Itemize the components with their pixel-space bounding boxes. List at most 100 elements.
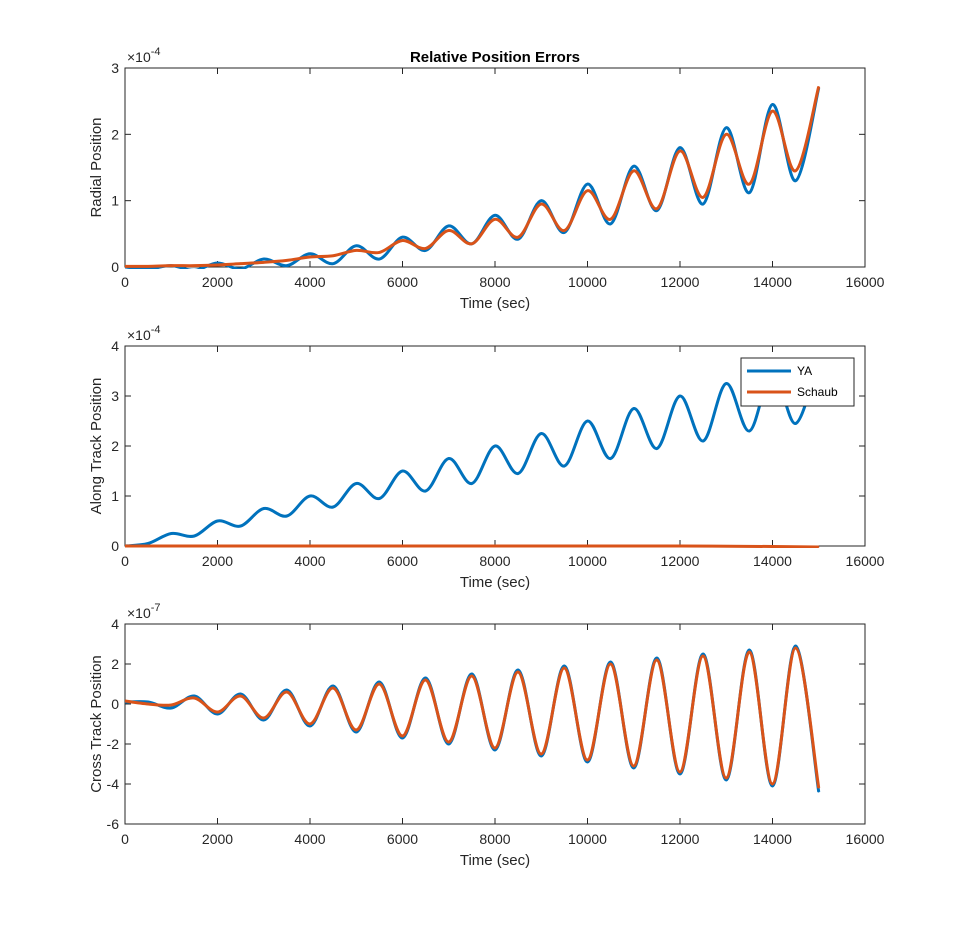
y-tick-label: 0 <box>111 538 119 554</box>
y-axis-label: Cross Track Position <box>88 655 105 793</box>
data-point <box>216 262 219 264</box>
subplot-3: 0 2000 4000 6000 8000 10000 12000 14000 16000 -6 -… <box>88 602 885 869</box>
data-point <box>401 737 404 739</box>
data-point <box>286 689 288 691</box>
data-point <box>679 545 681 547</box>
data-point <box>679 395 681 397</box>
x-tick-label: 10000 <box>568 274 607 290</box>
data-point <box>679 773 681 775</box>
data-point <box>170 704 172 706</box>
y-exponent-base: ×10 <box>127 605 151 621</box>
data-point <box>448 457 450 460</box>
y-tick-label: 1 <box>111 193 119 209</box>
y-exponent-base: ×10 <box>127 327 151 343</box>
x-tick-label: 14000 <box>753 553 792 569</box>
data-point <box>633 165 635 167</box>
x-tick-label: 16000 <box>846 274 885 290</box>
data-point <box>656 657 658 659</box>
data-point <box>586 420 589 422</box>
data-point <box>355 245 357 247</box>
data-point <box>748 651 750 653</box>
data-point <box>771 545 774 548</box>
data-point <box>286 515 288 517</box>
data-point <box>355 729 357 731</box>
data-point <box>679 147 681 149</box>
data-point <box>494 747 496 749</box>
data-point <box>795 180 797 182</box>
data-point <box>263 261 265 263</box>
data-point <box>771 785 774 787</box>
x-tick-label: 2000 <box>202 553 233 569</box>
data-point <box>309 253 311 255</box>
data-point <box>286 259 288 261</box>
x-tick-label: 16000 <box>846 831 885 847</box>
y-tick-label: 3 <box>111 388 119 404</box>
data-point <box>563 665 565 667</box>
data-point <box>309 725 311 727</box>
y-exponent-power: -4 <box>151 324 161 336</box>
x-tick-label: 0 <box>121 274 129 290</box>
data-point <box>378 681 380 683</box>
data-point <box>240 268 242 269</box>
data-point <box>125 545 126 547</box>
data-point <box>494 445 496 447</box>
data-point <box>309 545 311 547</box>
x-tick-label: 6000 <box>387 274 418 290</box>
data-point <box>332 685 334 687</box>
data-point <box>216 264 219 266</box>
data-point <box>355 731 357 733</box>
data-point <box>748 192 750 194</box>
data-point <box>517 669 519 671</box>
data-point <box>818 85 820 88</box>
x-tick-label: 4000 <box>294 553 325 569</box>
data-point <box>263 258 265 260</box>
legend-label-schaub: Schaub <box>797 385 838 399</box>
data-point <box>425 490 427 492</box>
data-point <box>309 256 311 258</box>
data-point <box>494 218 496 220</box>
data-point <box>633 767 635 769</box>
data-point <box>216 711 219 713</box>
data-point <box>147 265 149 267</box>
y-tick-label: 4 <box>111 338 119 354</box>
x-tick-label: 12000 <box>661 553 700 569</box>
x-tick-label: 8000 <box>479 553 510 569</box>
data-point <box>332 687 334 689</box>
x-tick-label: 12000 <box>661 831 700 847</box>
y-tick-label: 0 <box>111 259 119 275</box>
data-point <box>378 258 380 260</box>
data-point <box>401 735 404 737</box>
data-point <box>401 545 404 547</box>
y-tick-label: 2 <box>111 126 119 142</box>
data-point <box>471 673 473 675</box>
data-point <box>240 693 242 695</box>
data-point <box>263 719 265 721</box>
data-point <box>748 183 750 185</box>
legend-label-ya: YA <box>797 364 812 378</box>
x-tick-label: 10000 <box>568 553 607 569</box>
x-tick-label: 2000 <box>202 831 233 847</box>
data-point <box>240 263 242 265</box>
data-point <box>610 457 612 460</box>
y-tick-label: -6 <box>107 816 120 832</box>
data-point <box>355 249 357 252</box>
data-point <box>702 440 704 442</box>
x-tick-label: 4000 <box>294 274 325 290</box>
data-point <box>818 546 820 548</box>
data-point <box>725 133 727 135</box>
data-point <box>263 507 265 510</box>
x-tick-label: 12000 <box>661 274 700 290</box>
data-point <box>448 741 450 743</box>
x-axis-label: Time (sec) <box>460 574 530 591</box>
data-point <box>540 753 542 755</box>
x-tick-label: 8000 <box>479 831 510 847</box>
data-point <box>378 497 380 500</box>
y-tick-label: -4 <box>107 776 120 792</box>
x-tick-label: 16000 <box>846 553 885 569</box>
data-point <box>425 249 427 252</box>
subplot-1: 0 2000 4000 6000 8000 10000 12000 14000 16000 0 1 2… <box>88 46 885 312</box>
y-tick-label: 2 <box>111 438 119 454</box>
y-exponent-label: ×10-4 <box>127 324 161 343</box>
x-tick-label: 0 <box>121 553 129 569</box>
